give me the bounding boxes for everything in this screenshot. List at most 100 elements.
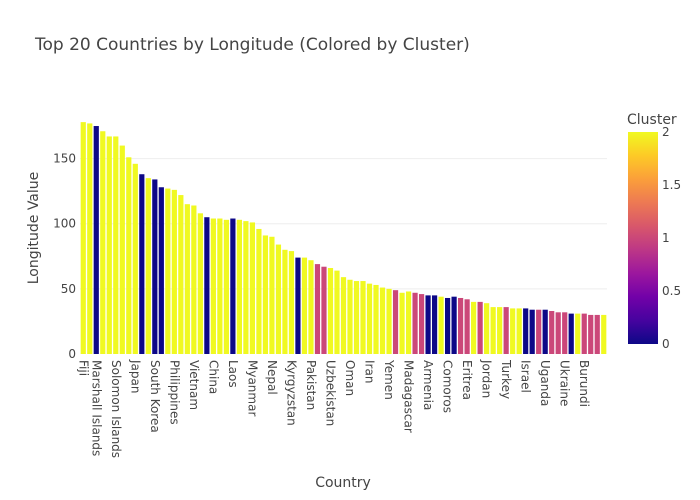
bar [542, 309, 548, 354]
x-tick-label: South Korea [148, 360, 162, 433]
bar [445, 297, 451, 354]
x-tick-label: Iran [363, 360, 377, 383]
bar [529, 309, 535, 354]
bar [340, 277, 347, 354]
x-tick-label: China [206, 360, 220, 394]
x-tick-label: Vietnam [187, 360, 201, 410]
colorbar-tick-label: 0.5 [662, 284, 681, 298]
bar [458, 297, 464, 354]
bar [379, 287, 386, 354]
x-tick-label: Uzbekistan [324, 360, 338, 426]
bar [523, 308, 529, 354]
x-tick-label: Fiji [76, 360, 90, 376]
colorbar-title: Cluster [627, 112, 677, 128]
bar [106, 136, 112, 354]
x-tick-label: Japan [128, 359, 142, 393]
bar [438, 296, 444, 354]
bar [536, 309, 542, 354]
y-tick-label: 100 [53, 217, 76, 231]
x-tick-label: Israel [519, 360, 533, 393]
bar [217, 218, 223, 354]
bar [223, 219, 229, 354]
bar [191, 205, 197, 354]
bar [327, 268, 334, 354]
x-tick-label: Philippines [167, 360, 181, 425]
x-tick-label: Eritrea [460, 360, 474, 400]
bar [418, 294, 425, 354]
bar [139, 174, 145, 354]
y-axis-title: Longitude Value [26, 172, 42, 285]
chart-title: Top 20 Countries by Longitude (Colored b… [34, 35, 470, 55]
x-tick-label: Armenia [421, 360, 435, 410]
bar [562, 312, 568, 354]
bar [80, 122, 86, 355]
x-tick-label: Oman [343, 360, 357, 396]
x-tick-label: Laos [226, 360, 240, 388]
bar [171, 189, 177, 354]
colorbar-tick-label: 0 [662, 337, 670, 351]
bar [178, 195, 184, 354]
bar [497, 307, 503, 354]
bar [152, 179, 158, 354]
bar [510, 308, 516, 354]
bar [471, 301, 477, 354]
bar [425, 295, 431, 354]
bar [301, 257, 308, 354]
bar [100, 131, 106, 354]
y-tick-label: 50 [61, 282, 76, 296]
x-tick-label: Comoros [441, 360, 455, 413]
bar [373, 284, 379, 354]
bar [314, 264, 321, 354]
bar [431, 295, 438, 354]
bar [347, 279, 353, 354]
bar [249, 222, 256, 354]
x-tick-label: Marshall Islands [89, 360, 103, 456]
x-tick-label: Myanmar [245, 360, 259, 416]
x-tick-label: Pakistan [304, 360, 318, 410]
bar [262, 235, 269, 354]
bar [490, 307, 496, 354]
bar [295, 257, 301, 354]
x-tick-label: Madagascar [402, 360, 416, 433]
y-tick-labels: 0 50 100 150 [53, 152, 76, 361]
colorbar-tick-label: 2 [662, 125, 670, 139]
bar [269, 236, 275, 354]
bar [412, 292, 418, 354]
x-tick-label: Ukraine [558, 360, 572, 406]
bar [132, 163, 138, 354]
colorbar [628, 132, 658, 344]
bar [204, 217, 210, 354]
bar [594, 314, 600, 354]
bar [503, 307, 509, 354]
bar [145, 178, 151, 354]
bar [230, 218, 236, 354]
bar [386, 288, 392, 354]
bar [236, 219, 242, 354]
bar [165, 188, 171, 354]
x-tick-label: Kyrgyzstan [285, 360, 299, 426]
bar [484, 303, 490, 354]
colorbar-tick-label: 1.5 [662, 178, 681, 192]
bar [184, 204, 190, 354]
x-tick-label: Uganda [538, 360, 552, 406]
bar [601, 314, 607, 354]
bar [575, 313, 581, 354]
bar [288, 251, 295, 354]
bars [80, 122, 607, 355]
x-tick-label: Yemen [382, 359, 396, 400]
bar [399, 292, 405, 354]
colorbar-tick-label: 1 [662, 231, 670, 245]
x-tick-label: Turkey [499, 359, 513, 399]
bar [464, 299, 470, 354]
bar [158, 187, 164, 354]
bar [334, 270, 340, 354]
bar [113, 136, 119, 354]
bar [549, 311, 555, 354]
y-tick-label: 0 [68, 347, 76, 361]
bar [275, 244, 282, 354]
bar [256, 228, 262, 354]
y-tick-label: 150 [53, 152, 76, 166]
x-axis-title: Country [315, 475, 371, 491]
bar [119, 145, 125, 354]
x-tick-label: Nepal [265, 360, 279, 395]
